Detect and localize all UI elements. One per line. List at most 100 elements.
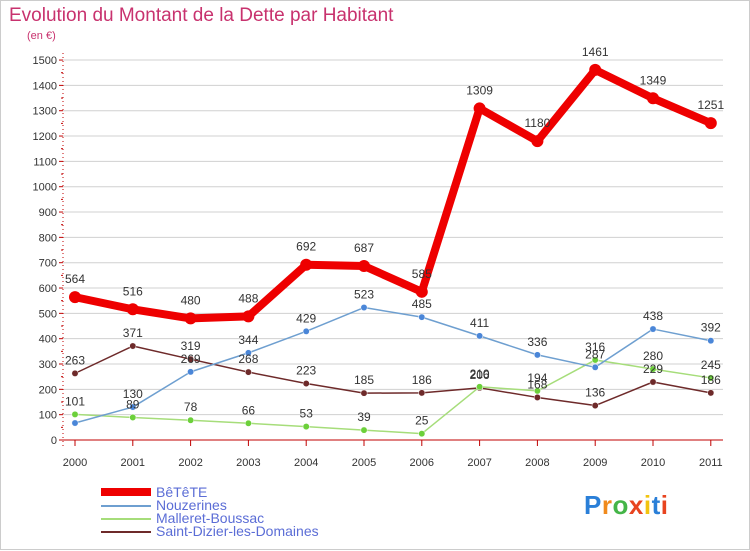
data-label: 168 <box>527 377 547 391</box>
data-point <box>244 349 252 357</box>
data-point <box>531 135 544 148</box>
data-point <box>129 342 137 350</box>
data-label: 194 <box>527 371 547 385</box>
data-label: 287 <box>585 347 605 361</box>
x-tick-label: 2000 <box>63 457 87 469</box>
series-line <box>71 65 715 323</box>
series-line <box>74 306 712 424</box>
legend-swatch-betete <box>101 488 151 496</box>
data-label: 280 <box>643 349 663 363</box>
data-point <box>707 389 715 397</box>
data-point <box>476 332 484 340</box>
data-label: 136 <box>585 386 605 400</box>
y-tick-label: 1400 <box>33 80 57 92</box>
data-point <box>591 402 599 410</box>
data-label: 1251 <box>697 98 724 112</box>
data-point <box>591 356 599 364</box>
data-label: 39 <box>357 410 371 424</box>
legend-swatch-saint-dizier <box>101 531 151 533</box>
data-label: 480 <box>181 293 201 307</box>
data-point <box>704 117 717 130</box>
x-tick-label: 2007 <box>467 457 491 469</box>
y-tick-label: 700 <box>39 258 57 270</box>
legend-label-betete: BêTêTE <box>156 484 208 500</box>
logo-letter: o <box>612 490 629 520</box>
logo-letter: r <box>601 490 613 520</box>
x-tick-label: 2011 <box>699 457 723 469</box>
data-label: 1180 <box>524 116 550 130</box>
legend-swatch-malleret-boussac <box>101 518 151 520</box>
y-tick-label: 0 <box>51 435 57 447</box>
data-label: 585 <box>412 267 432 281</box>
legend-label-malleret-boussac: Malleret-Boussac <box>156 510 265 526</box>
y-tick-label: 1200 <box>33 131 57 143</box>
data-point <box>360 389 368 397</box>
data-point <box>302 423 310 431</box>
data-label: 186 <box>412 373 432 387</box>
data-point <box>418 313 426 321</box>
legend-swatch-nouzerines <box>101 505 151 507</box>
data-label: 245 <box>701 358 721 372</box>
legend-label-saint-dizier: Saint-Dizier-les-Domaines <box>156 523 319 539</box>
data-point <box>187 355 195 363</box>
data-label: 523 <box>354 288 374 302</box>
data-point <box>533 393 541 401</box>
data-point <box>415 285 428 298</box>
data-point <box>533 387 541 395</box>
data-label: 485 <box>412 297 432 311</box>
data-label: 53 <box>300 407 314 421</box>
data-label: 269 <box>181 352 201 366</box>
data-point <box>302 327 310 335</box>
data-label: 371 <box>123 326 143 340</box>
y-tick-label: 1100 <box>33 156 57 168</box>
chart-title: Evolution du Montant de la Dette par Hab… <box>9 5 394 26</box>
data-point <box>473 102 486 115</box>
proxiti-logo: Proxiti <box>584 490 668 521</box>
x-tick-label: 2010 <box>641 457 665 469</box>
data-point <box>589 63 602 76</box>
data-label: 223 <box>296 364 316 378</box>
data-label: 1461 <box>582 45 609 59</box>
y-tick-label: 1300 <box>33 106 57 118</box>
data-label: 78 <box>184 400 198 414</box>
data-point <box>360 304 368 311</box>
x-tick-label: 2003 <box>236 457 260 469</box>
data-label: 185 <box>354 373 374 387</box>
x-tick-label: 2004 <box>294 457 318 469</box>
y-tick-label: 1000 <box>33 182 57 194</box>
data-label: 516 <box>123 284 143 298</box>
data-point <box>242 310 255 323</box>
x-tick-label: 2006 <box>410 457 434 469</box>
data-label: 392 <box>701 321 721 335</box>
data-label: 429 <box>296 311 316 325</box>
data-point <box>187 416 195 424</box>
data-point <box>533 351 541 359</box>
data-point <box>649 365 657 373</box>
data-label: 130 <box>123 387 143 401</box>
y-tick-label: 1500 <box>33 55 57 67</box>
data-label: 687 <box>354 241 374 255</box>
data-point <box>302 380 310 387</box>
logo-letter: i <box>643 490 652 520</box>
data-point <box>71 369 79 377</box>
chart-unit-label: (en €) <box>27 30 56 42</box>
y-tick-label: 600 <box>39 283 57 295</box>
x-tick-label: 2009 <box>583 457 607 469</box>
x-tick-label: 2002 <box>178 457 202 469</box>
y-tick-label: 100 <box>39 410 57 422</box>
data-label: 564 <box>65 272 85 286</box>
data-label: 25 <box>415 414 429 428</box>
data-point <box>360 426 368 434</box>
data-label: 186 <box>701 373 721 387</box>
y-tick-label: 400 <box>39 334 57 346</box>
y-tick-label: 200 <box>39 384 57 396</box>
data-label: 263 <box>65 353 85 367</box>
data-label: 89 <box>126 397 140 411</box>
data-point <box>647 92 659 105</box>
data-point <box>69 291 81 304</box>
data-label: 210 <box>470 367 490 381</box>
data-point <box>71 419 79 427</box>
data-label: 101 <box>65 394 85 408</box>
